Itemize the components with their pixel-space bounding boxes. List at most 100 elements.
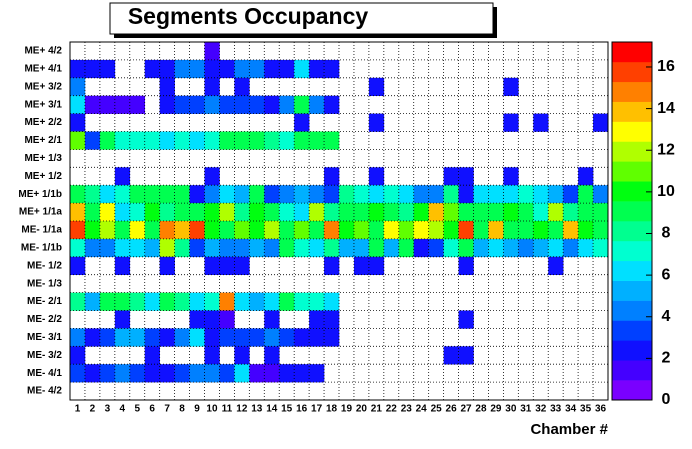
- cell: [279, 328, 295, 347]
- cell: [249, 185, 265, 204]
- cell: [174, 238, 190, 258]
- y-tick-label: ME+ 1/1b: [18, 189, 62, 200]
- cell: [578, 167, 594, 186]
- y-tick-label: ME+ 4/2: [24, 46, 62, 57]
- plot-frame: [69, 41, 609, 401]
- cell: [488, 238, 504, 258]
- cell: [548, 203, 564, 222]
- x-axis-label: Chamber #: [530, 421, 608, 438]
- x-tick-label: 29: [490, 404, 502, 415]
- cell: [458, 256, 474, 275]
- x-tick-label: 15: [281, 404, 293, 415]
- y-tick-label: ME- 4/1: [27, 368, 62, 379]
- cell: [578, 238, 594, 258]
- cell: [264, 328, 280, 347]
- cell: [294, 95, 310, 114]
- x-tick-label: 12: [236, 404, 248, 415]
- cell: [294, 364, 310, 383]
- cell: [84, 95, 101, 114]
- z-tick-label: 8: [662, 225, 671, 242]
- cell: [70, 292, 86, 311]
- cell: [234, 238, 250, 258]
- z-tick-label: 10: [657, 183, 675, 200]
- cell: [353, 203, 370, 222]
- x-tick-label: 5: [134, 404, 140, 415]
- cell: [593, 203, 609, 222]
- cell: [443, 221, 459, 240]
- cell: [339, 238, 355, 258]
- cell: [159, 256, 175, 275]
- cell: [368, 238, 385, 258]
- cell: [219, 221, 235, 240]
- z-tick-label: 16: [657, 58, 675, 75]
- cell: [563, 238, 579, 258]
- cell: [144, 221, 160, 240]
- cell: [84, 292, 101, 311]
- color-bar-band: [612, 221, 652, 242]
- x-tick-label: 33: [550, 404, 562, 415]
- cell: [70, 185, 86, 204]
- cell: [219, 203, 235, 222]
- cell: [458, 346, 474, 365]
- cell: [428, 203, 444, 222]
- y-tick-label: ME+ 3/1: [24, 99, 62, 110]
- cell: [99, 185, 116, 204]
- x-tick-label: 27: [460, 404, 472, 415]
- cell: [383, 185, 400, 204]
- cell: [383, 203, 400, 222]
- cell: [324, 185, 340, 204]
- cell: [249, 328, 265, 347]
- cell: [114, 131, 131, 150]
- cell: [279, 95, 295, 114]
- cell: [264, 95, 280, 114]
- cell: [84, 131, 101, 150]
- cell: [398, 203, 415, 222]
- x-tick-label: 34: [565, 404, 577, 415]
- cell: [458, 203, 474, 222]
- cell: [264, 310, 280, 329]
- color-bar-band: [612, 61, 652, 83]
- cell: [144, 59, 160, 79]
- x-tick-label: 35: [580, 404, 592, 415]
- cell: [84, 238, 101, 258]
- x-tick-label: 31: [520, 404, 532, 415]
- cell: [144, 364, 160, 383]
- cell: [503, 238, 519, 258]
- cell: [129, 185, 146, 204]
- y-tick-label: ME+ 1/1a: [19, 207, 63, 218]
- cell: [503, 203, 519, 222]
- cell: [383, 221, 400, 240]
- cell: [324, 131, 340, 150]
- cell: [234, 292, 250, 311]
- cell: [189, 238, 205, 258]
- cell: [234, 95, 250, 114]
- y-tick-label: ME- 1/2: [27, 260, 62, 271]
- cell: [129, 364, 146, 383]
- cell: [204, 221, 220, 240]
- cell: [234, 131, 250, 150]
- cell: [114, 364, 131, 383]
- cell: [159, 95, 175, 114]
- cell: [204, 77, 220, 96]
- cell: [204, 346, 220, 365]
- x-tick-label: 28: [475, 404, 487, 415]
- cell: [129, 328, 146, 347]
- cell: [264, 131, 280, 150]
- cell: [114, 256, 131, 275]
- y-tick-label: ME- 4/2: [27, 386, 62, 397]
- cell: [279, 221, 295, 240]
- cell: [99, 95, 116, 114]
- cell: [70, 59, 86, 79]
- cell: [324, 59, 340, 79]
- cell: [324, 203, 340, 222]
- cell: [70, 364, 86, 383]
- cell: [234, 256, 250, 275]
- cell: [294, 185, 310, 204]
- cell: [129, 221, 146, 240]
- y-tick-label: ME+ 3/2: [24, 81, 62, 92]
- cell: [309, 221, 325, 240]
- cell: [488, 185, 504, 204]
- x-tick-label: 25: [431, 404, 443, 415]
- cell: [99, 221, 116, 240]
- x-tick-label: 11: [222, 404, 233, 415]
